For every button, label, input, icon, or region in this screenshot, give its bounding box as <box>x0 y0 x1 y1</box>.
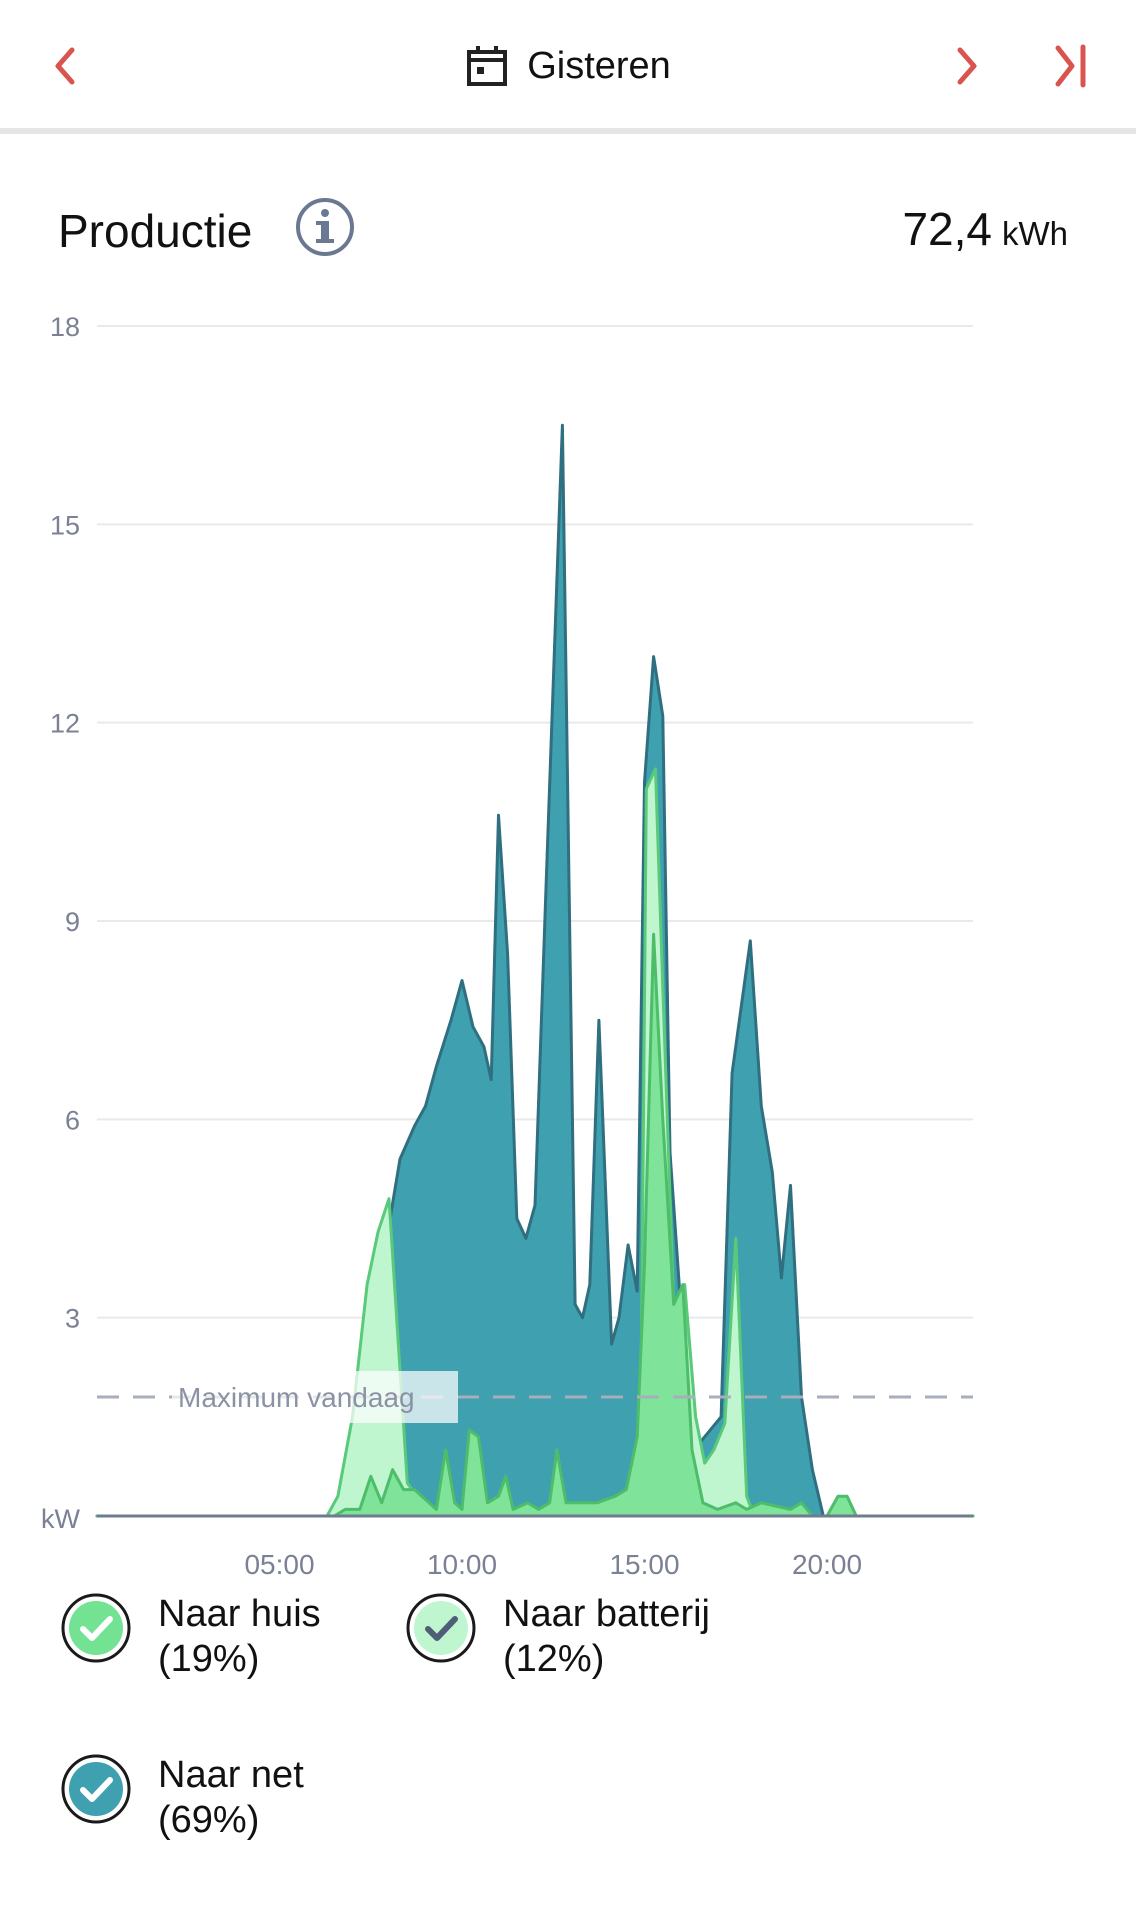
legend-percentage: (69%) <box>158 1799 260 1841</box>
y-unit-label: kW <box>41 1504 81 1534</box>
legend-item-naar-net[interactable]: Naar net (69%) <box>60 1753 304 1843</box>
legend-text: Naar batterij (12%) <box>503 1592 710 1682</box>
series-area-naar-batterij <box>95 767 975 1518</box>
legend-item-naar-huis[interactable]: Naar huis (19%) <box>60 1592 321 1682</box>
check-circle-icon <box>406 1593 476 1663</box>
top-bar: Gisteren <box>0 0 1136 134</box>
previous-day-button[interactable] <box>36 36 96 96</box>
total-value: 72,4 <box>902 203 992 255</box>
x-tick-label: 20:00 <box>792 1549 862 1580</box>
chevron-right-icon <box>957 47 977 85</box>
series-area-naar-huis <box>95 932 975 1518</box>
y-tick-label: 12 <box>50 709 80 739</box>
last-day-button[interactable] <box>1040 36 1100 96</box>
y-tick-label: 18 <box>50 312 80 342</box>
chevron-left-icon <box>55 47 75 85</box>
page-title: Productie <box>58 205 253 257</box>
legend-item-naar-batterij[interactable]: Naar batterij (12%) <box>405 1592 710 1682</box>
total-production: 72,4 kWh <box>902 202 1068 256</box>
legend-label: Naar huis <box>158 1593 321 1635</box>
info-icon[interactable] <box>294 196 356 258</box>
legend-text: Naar huis (19%) <box>158 1592 321 1682</box>
next-day-button[interactable] <box>936 36 996 96</box>
production-chart: 18 15 12 9 6 3 Maximum vandaag kW 05:00 10:00 15:0… <box>41 312 975 1580</box>
check-circle-icon <box>61 1593 131 1663</box>
skip-to-last-icon <box>1055 44 1086 88</box>
reference-line-label: Maximum vandaag <box>178 1382 415 1413</box>
x-tick-label: 05:00 <box>244 1549 314 1580</box>
legend-text: Naar net (69%) <box>158 1753 304 1843</box>
x-tick-label: 15:00 <box>609 1549 679 1580</box>
date-picker: Gisteren <box>0 36 1136 96</box>
date-label[interactable]: Gisteren <box>527 44 671 87</box>
calendar-icon[interactable] <box>465 44 509 88</box>
check-circle-icon <box>61 1754 131 1824</box>
total-unit: kWh <box>1002 215 1068 252</box>
y-tick-label: 3 <box>65 1304 80 1334</box>
legend-label: Naar net <box>158 1754 304 1796</box>
y-tick-label: 9 <box>65 907 80 937</box>
legend-percentage: (12%) <box>503 1638 605 1680</box>
series-area-naar-net <box>95 423 975 1518</box>
legend-percentage: (19%) <box>158 1638 260 1680</box>
production-header: Productie 72,4 kWh <box>58 196 1068 262</box>
x-tick-label: 10:00 <box>427 1549 497 1580</box>
y-tick-label: 15 <box>50 510 80 540</box>
y-tick-label: 6 <box>65 1105 80 1135</box>
legend-label: Naar batterij <box>503 1593 710 1635</box>
reference-label-bg <box>172 1371 458 1423</box>
